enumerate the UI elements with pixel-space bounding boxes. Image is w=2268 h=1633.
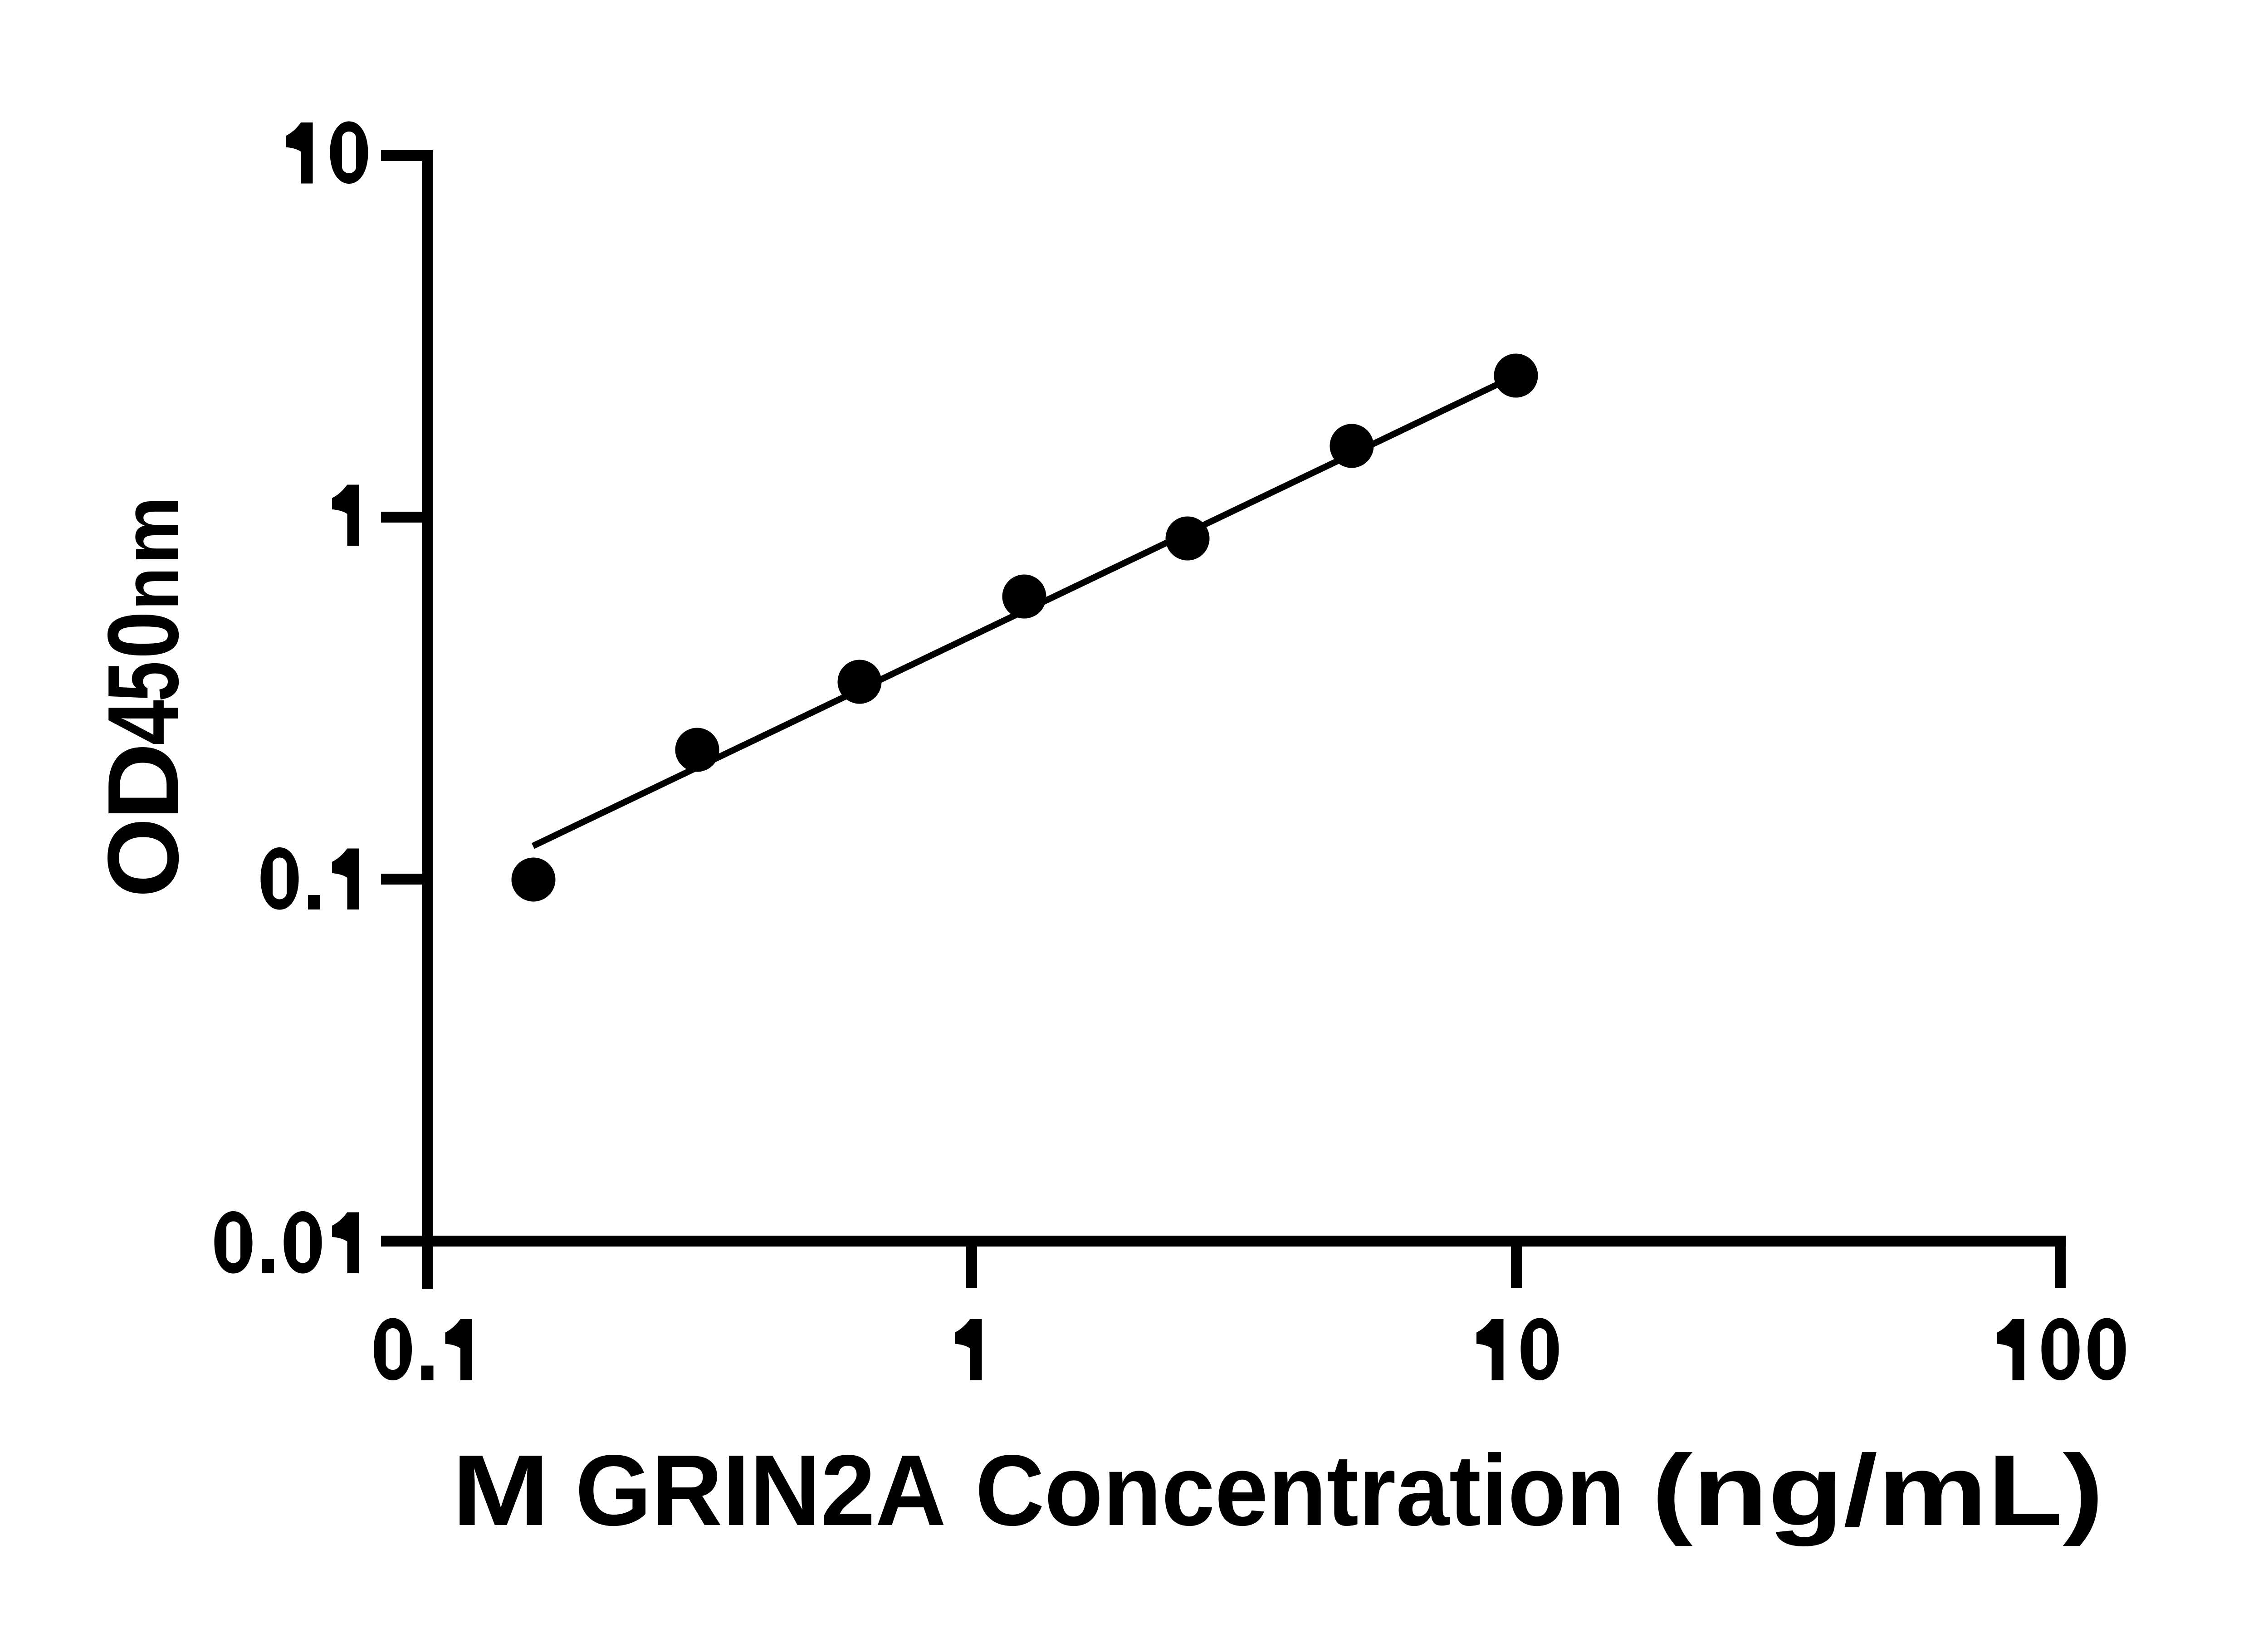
svg-text:Concentration: Concentration [975,1434,1625,1547]
svg-text:M: M [452,1434,550,1547]
svg-text:GRIN2A: GRIN2A [575,1434,946,1547]
svg-text:4: 4 [87,700,200,745]
svg-text:D: D [87,743,200,821]
svg-text:m: m [106,497,195,565]
svg-text:n: n [106,567,195,610]
svg-text:(ng/mL): (ng/mL) [1652,1434,2104,1547]
svg-text:0: 0 [87,611,200,659]
svg-text:5: 5 [87,661,200,702]
svg-text:O: O [87,817,200,898]
